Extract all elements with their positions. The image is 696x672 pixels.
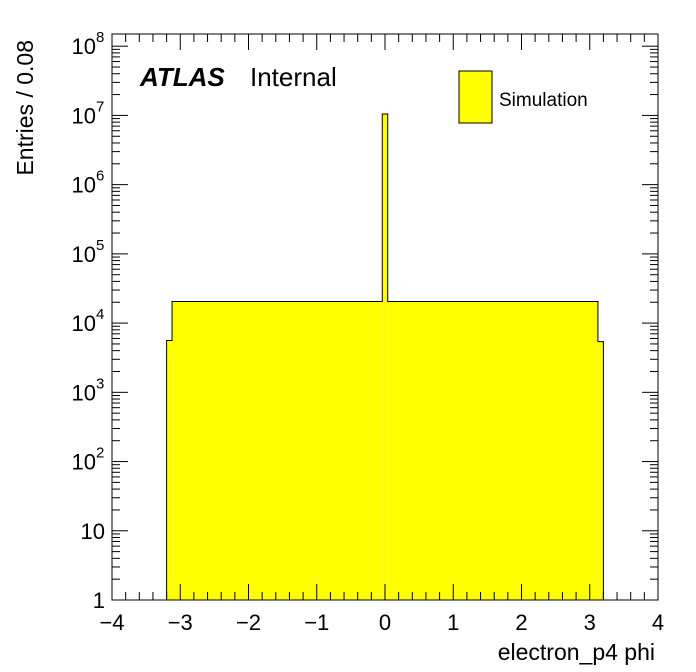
y-tick-label-exponent: 6 — [96, 168, 104, 185]
y-tick-label-exponent: 4 — [96, 306, 104, 323]
x-tick-label-3: −1 — [304, 610, 329, 635]
histogram-bin-0 — [166, 340, 173, 600]
histogram-bin-3 — [387, 301, 598, 600]
y-tick-label-1: 10 — [81, 519, 105, 544]
x-tick-label-7: 3 — [584, 610, 596, 635]
histogram-outline — [166, 113, 604, 600]
plot-frame — [111, 33, 659, 601]
y-tick-label-exponent: 2 — [96, 445, 104, 462]
y-tick-label-3: 10 3 — [72, 375, 105, 405]
legend-swatch — [458, 70, 493, 124]
x-tick-label-2: −2 — [236, 610, 261, 635]
x-tick-label-8: 4 — [652, 610, 664, 635]
x-tick-label-1: −3 — [168, 610, 193, 635]
x-tick-label-5: 1 — [447, 610, 459, 635]
y-tick-label-base: 10 — [81, 519, 105, 544]
legend-label: Simulation — [499, 90, 588, 111]
y-tick-label-base: 1 — [93, 588, 105, 613]
y-tick-label-base: 10 — [72, 380, 96, 405]
y-tick-label-6: 10 6 — [72, 168, 105, 198]
x-tick-labels: −4 −3 −2 −1 0 1 2 3 4 — [99, 610, 664, 635]
y-axis-title: Entries / 0.08 — [12, 40, 38, 176]
y-tick-label-0: 1 — [93, 588, 105, 613]
y-tick-label-8: 10 8 — [72, 29, 105, 59]
y-tick-label-7: 10 7 — [72, 98, 105, 128]
x-tick-label-0: −4 — [99, 610, 124, 635]
x-axis-title: electron_p4 phi — [498, 639, 655, 665]
atlas-internal-label: Internal — [250, 62, 337, 92]
histogram-bin-1 — [172, 301, 383, 600]
y-tick-label-2: 10 2 — [72, 445, 105, 475]
histogram-bin-4 — [597, 341, 604, 600]
y-tick-label-exponent: 5 — [96, 237, 104, 254]
y-tick-label-base: 10 — [72, 103, 96, 128]
atlas-label: ATLAS — [139, 62, 225, 92]
y-tick-label-base: 10 — [72, 450, 96, 475]
histogram-bars — [166, 113, 604, 600]
x-tick-label-6: 2 — [515, 610, 527, 635]
x-tick-label-4: 0 — [379, 610, 391, 635]
histogram-bin-2 — [382, 113, 388, 600]
y-tick-label-base: 10 — [72, 242, 96, 267]
y-tick-label-base: 10 — [72, 173, 96, 198]
y-tick-label-exponent: 7 — [96, 98, 104, 115]
y-tick-label-exponent: 3 — [96, 375, 104, 392]
y-tick-label-4: 10 4 — [72, 306, 105, 336]
y-tick-label-base: 10 — [72, 311, 96, 336]
y-tick-label-exponent: 8 — [96, 29, 104, 46]
y-tick-label-base: 10 — [72, 34, 96, 59]
y-tick-label-5: 10 5 — [72, 237, 105, 267]
